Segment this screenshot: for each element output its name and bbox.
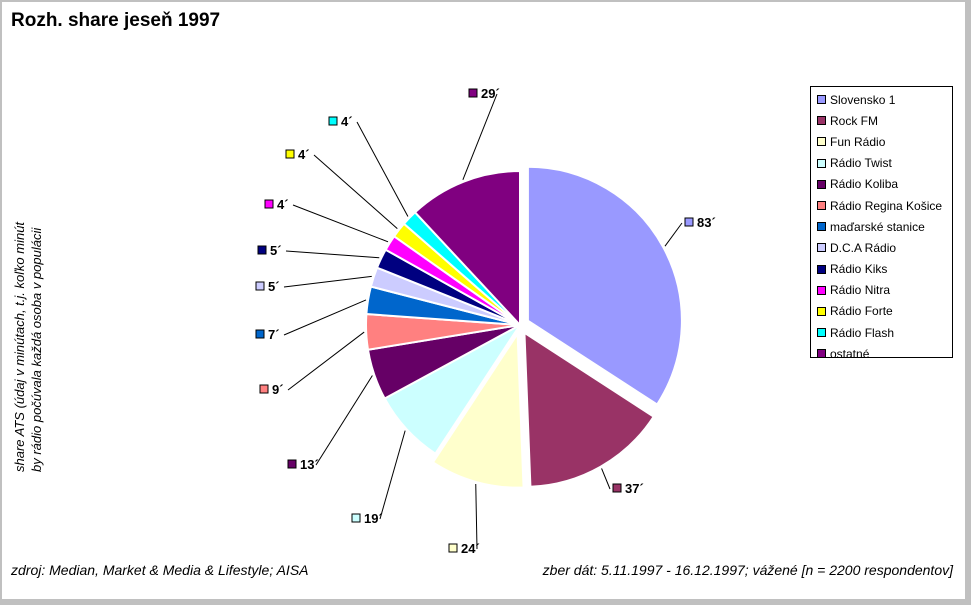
legend-item: Rádio Forte [817, 301, 952, 322]
leader-line [664, 222, 683, 247]
legend-swatch [817, 306, 826, 316]
legend-swatch [817, 158, 826, 168]
legend-label: maďarské stanice [830, 219, 925, 234]
data-label: 19´ [364, 511, 383, 526]
data-label-swatch [264, 199, 274, 209]
legend-swatch [817, 349, 826, 359]
legend-swatch [817, 201, 826, 211]
legend-label: Rádio Nitra [830, 283, 891, 298]
leader-line [475, 483, 478, 550]
legend-item: Rádio Koliba [817, 174, 952, 195]
data-label: 24´ [461, 541, 480, 556]
data-label: 83´ [697, 215, 716, 230]
leader-line [356, 121, 409, 217]
legend-item: Rádio Flash [817, 322, 952, 343]
data-label-swatch [328, 116, 338, 126]
legend-label: Rádio Twist [830, 156, 892, 171]
data-label-swatch [612, 483, 622, 493]
data-label: 9´ [272, 382, 284, 397]
legend-item: Fun Rádio [817, 131, 952, 152]
leader-line [313, 154, 398, 230]
pie-slice [413, 169, 521, 328]
legend-label: Rádio Koliba [830, 177, 899, 192]
legend-item: ostatné [817, 343, 952, 364]
data-label-swatch [259, 384, 269, 394]
leader-line [462, 93, 498, 181]
legend-label: Rock FM [830, 113, 878, 128]
leader-line [315, 375, 373, 466]
data-label: 7´ [268, 327, 280, 342]
legend-item: Rádio Kiks [817, 259, 952, 280]
legend-label: D.C.A Rádio [830, 240, 897, 255]
data-label-swatch [255, 281, 265, 291]
leader-line [285, 250, 380, 259]
data-label: 4´ [277, 197, 289, 212]
chart-title: Rozh. share jeseň 1997 [11, 10, 221, 31]
pie-slice [526, 165, 683, 406]
data-label: 13´ [300, 457, 319, 472]
pie-slice [523, 330, 656, 488]
data-label-swatch [468, 88, 478, 98]
legend-label: Rádio Regina Košice [830, 198, 943, 213]
data-label: 4´ [298, 147, 310, 162]
data-label-swatch [287, 459, 297, 469]
data-label: 37´ [625, 481, 644, 496]
data-label-swatch [257, 245, 267, 255]
legend-label: ostatné [830, 346, 870, 361]
legend-swatch [817, 243, 826, 253]
leader-line [292, 204, 389, 243]
data-label-swatch [684, 217, 694, 227]
leader-line [283, 299, 367, 336]
data-label-swatch [448, 543, 458, 553]
legend-swatch [817, 137, 826, 147]
data-label-swatch [285, 149, 295, 159]
data-label-swatch [255, 329, 265, 339]
legend: Slovensko 1 Rock FM Fun Rádio Rádio Twist Rá… [810, 86, 953, 361]
legend-item: Rádio Twist [817, 153, 952, 174]
legend-label: Slovensko 1 [830, 92, 896, 107]
leader-line [601, 468, 611, 490]
pie-slice [431, 330, 525, 489]
collection-note: zber dát: 5.11.1997 - 16.12.1997; vážené… [542, 562, 953, 578]
legend-label: Rádio Forte [830, 304, 893, 319]
legend-label: Rádio Kiks [830, 262, 888, 277]
leader-line [287, 331, 365, 391]
legend-item: Rock FM [817, 110, 952, 131]
legend-swatch [817, 264, 826, 274]
leader-line [379, 430, 406, 520]
leader-line [283, 275, 372, 288]
legend-label: Rádio Flash [830, 325, 895, 340]
data-label-swatch [351, 513, 361, 523]
legend-item: maďarské stanice [817, 216, 952, 237]
legend-swatch [817, 116, 826, 126]
data-label: 5´ [268, 279, 280, 294]
legend-swatch [817, 328, 826, 338]
data-label: 29´ [481, 86, 500, 101]
legend-label: Fun Rádio [830, 134, 886, 149]
legend-swatch [817, 222, 826, 232]
data-label: 4´ [341, 114, 353, 129]
legend-item: D.C.A Rádio [817, 237, 952, 258]
legend-swatch [817, 285, 826, 295]
data-label: 5´ [270, 243, 282, 258]
legend-item: Slovensko 1 [817, 89, 952, 110]
source-note: zdroj: Median, Market & Media & Lifestyl… [11, 562, 309, 578]
legend-swatch [817, 95, 826, 105]
legend-item: Rádio Nitra [817, 280, 952, 301]
legend-item: Rádio Regina Košice [817, 195, 952, 216]
legend-swatch [817, 179, 826, 189]
